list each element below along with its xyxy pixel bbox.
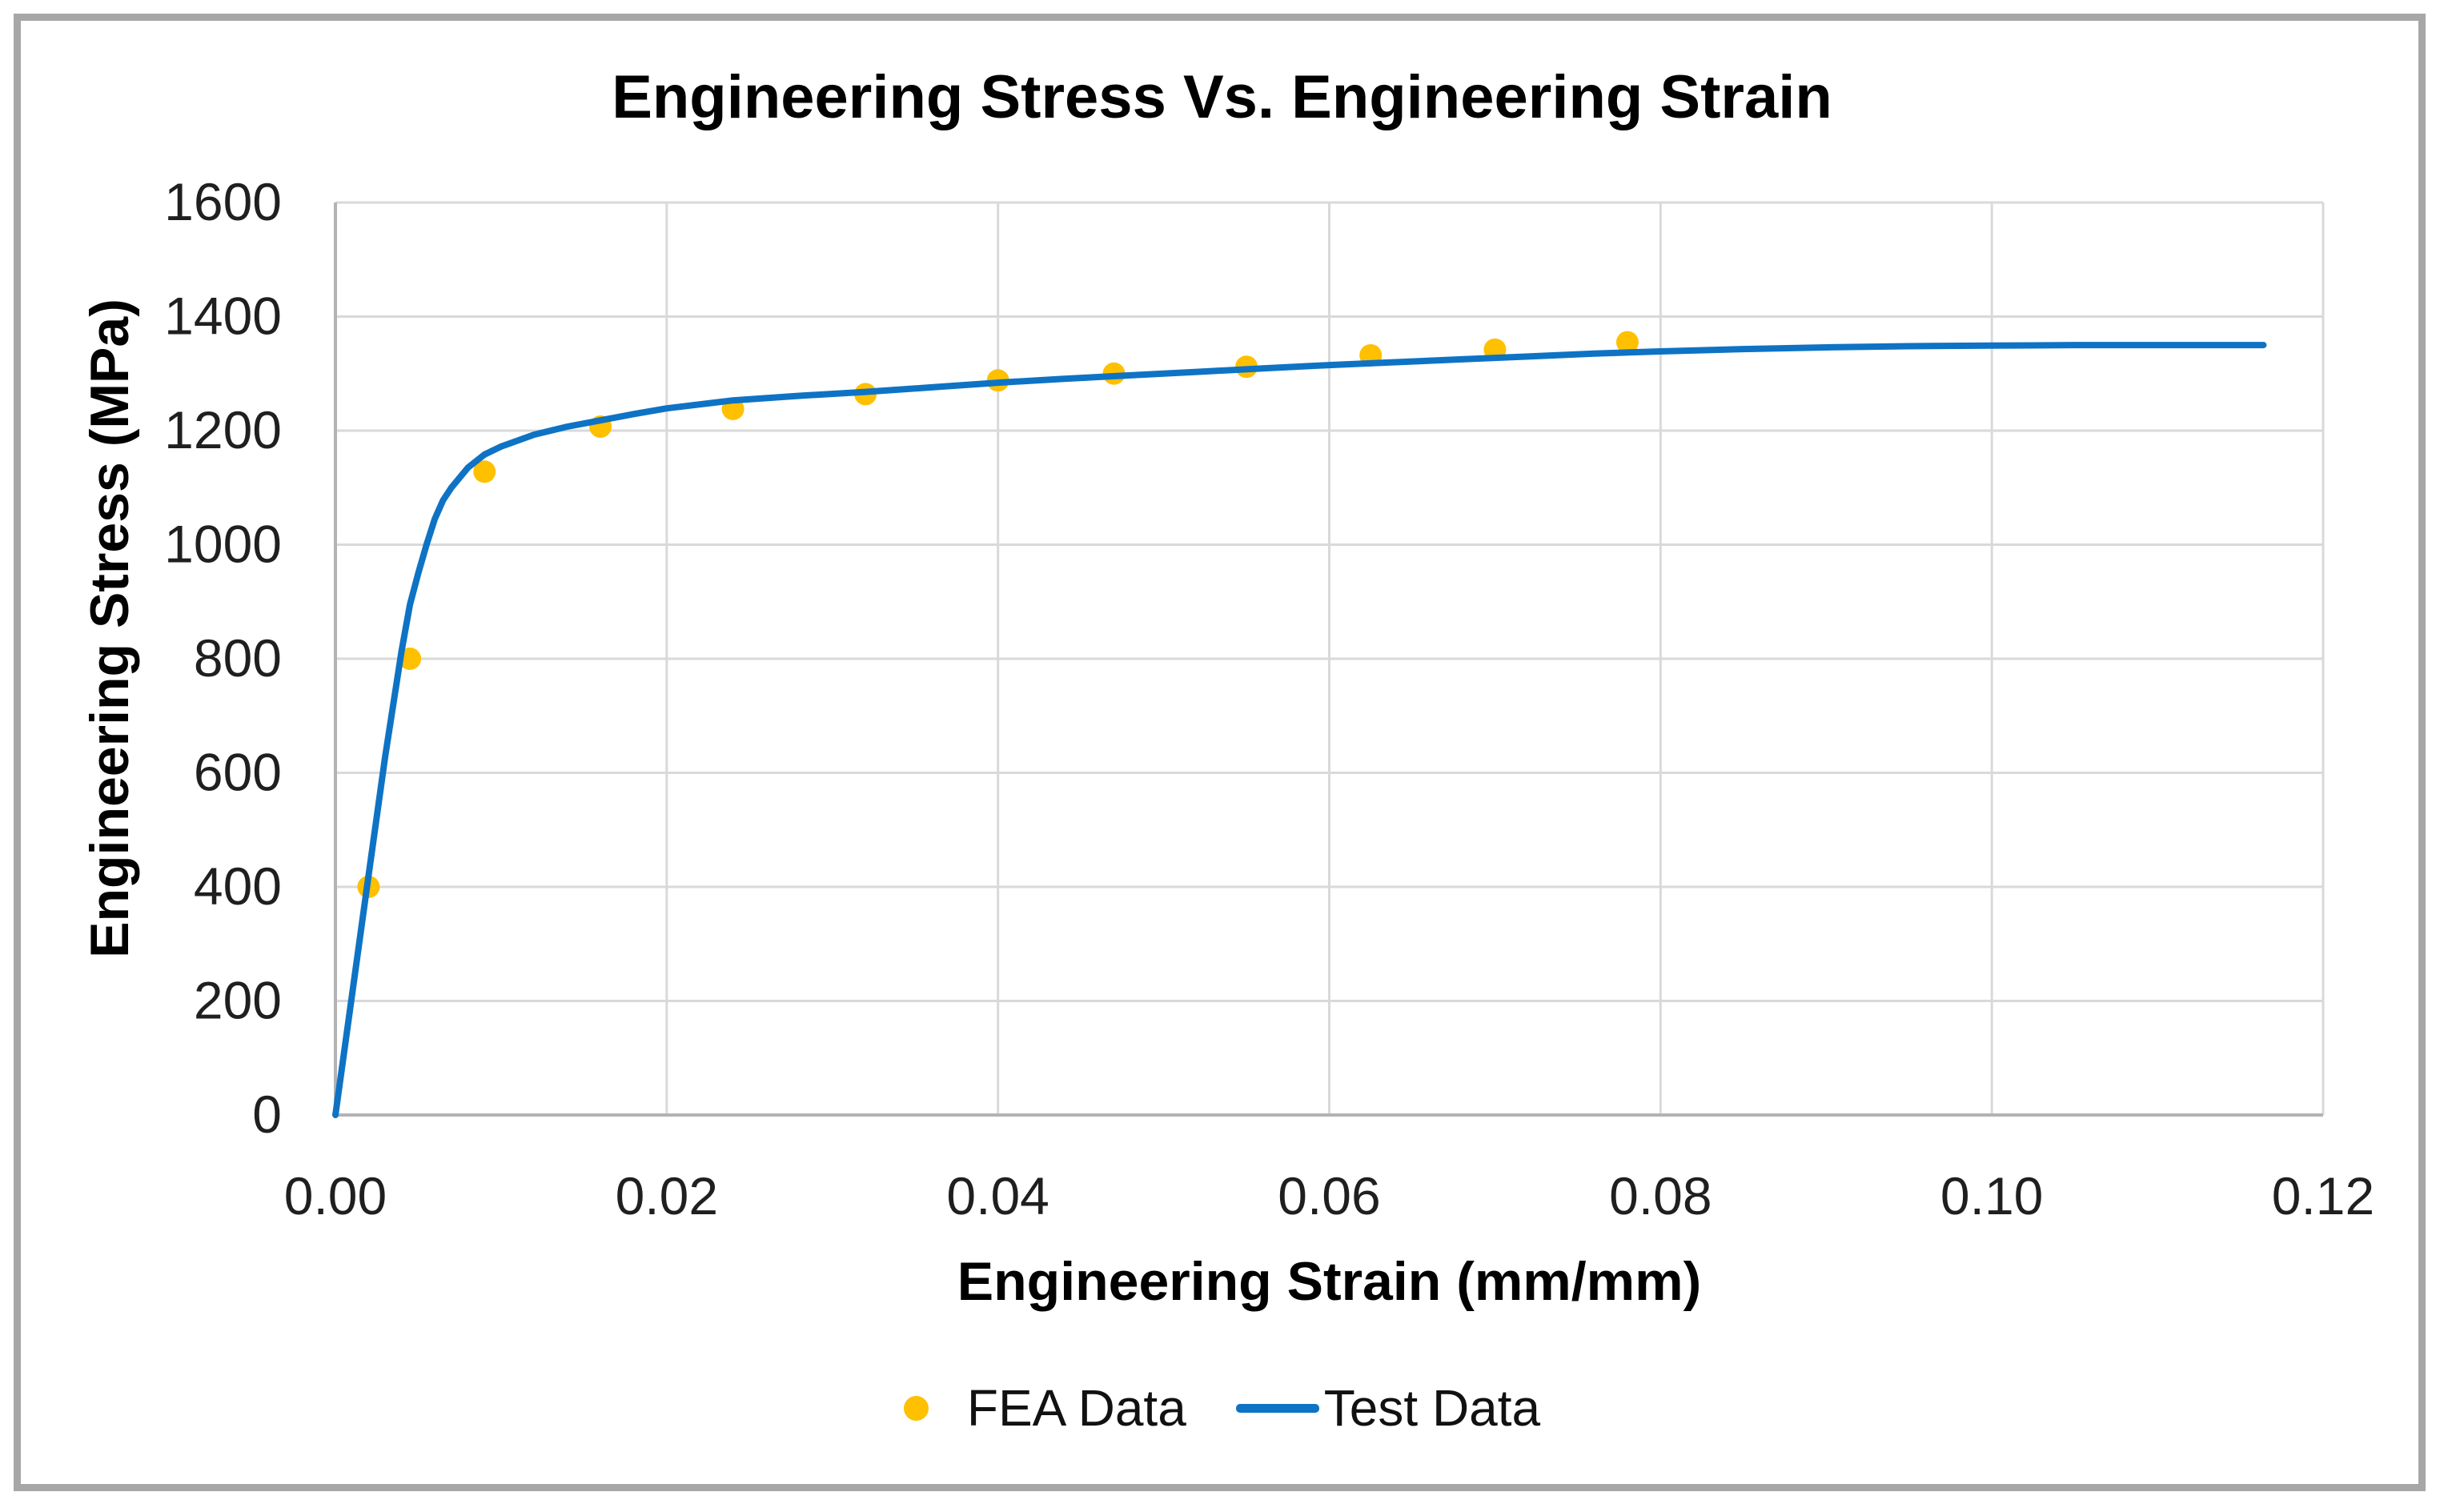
- x-tick-label: 0.06: [1278, 1166, 1380, 1225]
- test-data-line: [332, 342, 2267, 1118]
- y-tick-label: 800: [194, 628, 282, 688]
- y-axis-title: Engineering Stress (MPa): [79, 299, 140, 958]
- fea-data-point: [1615, 331, 1639, 354]
- y-tick-label: 1400: [164, 287, 282, 346]
- y-tick-label: 0: [252, 1085, 282, 1144]
- x-tick-label: 0.02: [616, 1166, 718, 1225]
- chart-title: Engineering Stress Vs. Engineering Strai…: [612, 63, 1832, 131]
- chart-outer-frame: [14, 14, 2426, 1491]
- legend-label-fea: FEA Data: [966, 1379, 1186, 1437]
- y-tick-label: 1200: [164, 400, 282, 459]
- x-tick-label: 0.00: [284, 1166, 387, 1225]
- y-tick-label: 1000: [164, 515, 282, 574]
- x-tick-label: 0.12: [2272, 1166, 2374, 1225]
- legend-marker-fea-icon: [903, 1395, 929, 1421]
- fea-data-point: [473, 460, 496, 483]
- y-tick-label: 1600: [164, 172, 282, 231]
- x-axis-title: Engineering Strain (mm/mm): [957, 1251, 1702, 1312]
- y-tick-label: 600: [194, 743, 282, 802]
- legend-label-test: Test Data: [1323, 1379, 1541, 1437]
- y-tick-label: 400: [194, 856, 282, 916]
- legend-marker-test-icon: [1235, 1403, 1319, 1413]
- x-tick-label: 0.04: [946, 1166, 1049, 1225]
- x-tick-label: 0.08: [1609, 1166, 1712, 1225]
- y-tick-label: 200: [194, 971, 282, 1030]
- x-tick-label: 0.10: [1940, 1166, 2043, 1225]
- legend: FEA Data Test Data: [0, 1378, 2444, 1438]
